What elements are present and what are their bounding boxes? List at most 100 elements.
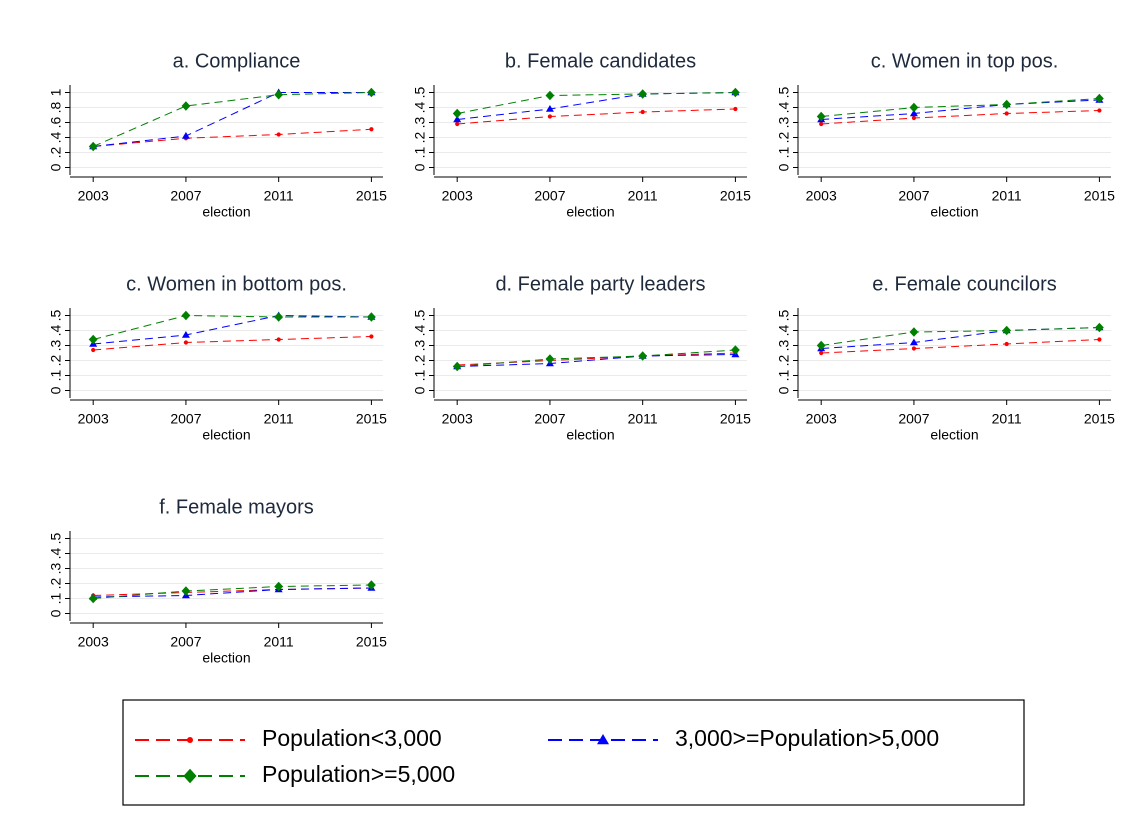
marker	[452, 361, 462, 372]
x-tick-label: 2011	[992, 188, 1022, 204]
x-tick-label: 2015	[1084, 188, 1115, 204]
x-tick-label: 2015	[356, 188, 387, 204]
y-tick-label: .4	[48, 131, 64, 143]
x-tick-label: 2011	[264, 188, 294, 204]
y-tick-label: .1	[48, 592, 64, 604]
chart-title: c. Women in top pos.	[871, 50, 1059, 72]
marker	[640, 109, 645, 115]
y-tick-label: .3	[776, 339, 792, 351]
marker	[1097, 108, 1102, 113]
marker	[453, 115, 462, 123]
series-line	[821, 98, 1100, 117]
series-line	[457, 108, 736, 125]
x-axis-label: election	[202, 650, 250, 666]
chart-title: c. Women in bottom pos.	[126, 273, 347, 295]
y-tick-label: .3	[48, 562, 64, 574]
marker	[909, 338, 918, 346]
marker	[276, 132, 281, 137]
marker	[181, 101, 191, 111]
y-tick-label: .5	[412, 86, 428, 98]
y-tick-label: .2	[48, 577, 64, 589]
chart-title: a. Compliance	[173, 50, 301, 72]
legend-marker	[183, 768, 197, 784]
series-line	[457, 354, 736, 367]
y-tick-label: 0	[48, 609, 64, 617]
marker	[547, 114, 553, 119]
marker	[1004, 341, 1009, 347]
marker	[274, 581, 284, 592]
legend-box	[122, 699, 1025, 806]
marker	[545, 105, 554, 112]
x-tick-label: 2007	[170, 634, 201, 650]
y-tick-label: .4	[776, 324, 792, 336]
y-tick-label: .5	[412, 309, 428, 321]
marker	[88, 593, 98, 604]
series-line	[93, 587, 372, 596]
marker	[1002, 99, 1012, 110]
x-tick-label: 2003	[78, 188, 109, 204]
marker	[181, 310, 191, 321]
marker	[909, 327, 919, 337]
marker	[1095, 322, 1104, 333]
x-axis-label: election	[930, 427, 978, 443]
marker	[274, 312, 284, 322]
marker	[88, 334, 98, 345]
y-tick-label: .5	[48, 532, 64, 544]
y-tick-label: .1	[48, 369, 64, 381]
marker	[452, 108, 462, 119]
y-tick-label: 0	[412, 163, 428, 171]
marker	[369, 334, 374, 339]
y-tick-label: .1	[776, 146, 792, 158]
marker	[181, 331, 190, 338]
y-tick-label: .3	[776, 116, 792, 128]
y-tick-label: .4	[412, 101, 428, 113]
marker	[816, 111, 826, 122]
x-tick-label: 2011	[628, 188, 658, 204]
y-tick-label: .5	[48, 309, 64, 321]
marker	[638, 351, 648, 361]
y-tick-label: .1	[412, 369, 428, 381]
x-tick-label: 2007	[898, 411, 929, 427]
series-line	[93, 587, 372, 598]
x-tick-label: 2015	[356, 411, 387, 427]
marker	[731, 345, 740, 355]
y-tick-label: .2	[776, 131, 792, 143]
marker	[367, 312, 376, 322]
y-tick-label: 0	[776, 163, 792, 171]
marker	[181, 132, 190, 139]
legend-label: Population<3,000	[262, 725, 442, 751]
marker	[369, 127, 374, 132]
x-axis-label: election	[566, 427, 614, 443]
marker	[911, 115, 917, 121]
x-tick-label: 2003	[442, 188, 473, 204]
x-tick-label: 2003	[78, 411, 109, 427]
series-line	[821, 110, 1100, 125]
x-tick-label: 2015	[720, 188, 751, 204]
chart-title: d. Female party leaders	[495, 273, 705, 295]
y-tick-label: .4	[48, 547, 64, 559]
y-tick-label: .4	[776, 101, 792, 113]
marker	[545, 354, 555, 364]
x-tick-label: 2007	[534, 411, 565, 427]
y-tick-label: 0	[776, 386, 792, 394]
x-tick-label: 2007	[170, 188, 201, 204]
series-line	[457, 349, 736, 367]
x-axis-label: election	[202, 427, 250, 443]
y-tick-label: .2	[412, 131, 428, 143]
x-tick-label: 2003	[806, 188, 837, 204]
series-line	[93, 336, 372, 351]
y-tick-label: .8	[48, 101, 64, 113]
marker	[816, 340, 826, 351]
series-line	[93, 314, 372, 340]
marker	[1095, 93, 1104, 104]
x-tick-label: 2003	[442, 411, 473, 427]
x-axis-label: election	[566, 204, 614, 220]
chart-title: b. Female candidates	[505, 50, 696, 72]
marker	[91, 347, 96, 353]
x-tick-label: 2011	[628, 411, 658, 427]
marker	[733, 106, 738, 112]
marker	[819, 350, 824, 356]
y-tick-label: .2	[48, 146, 64, 158]
legend-marker	[187, 737, 193, 743]
